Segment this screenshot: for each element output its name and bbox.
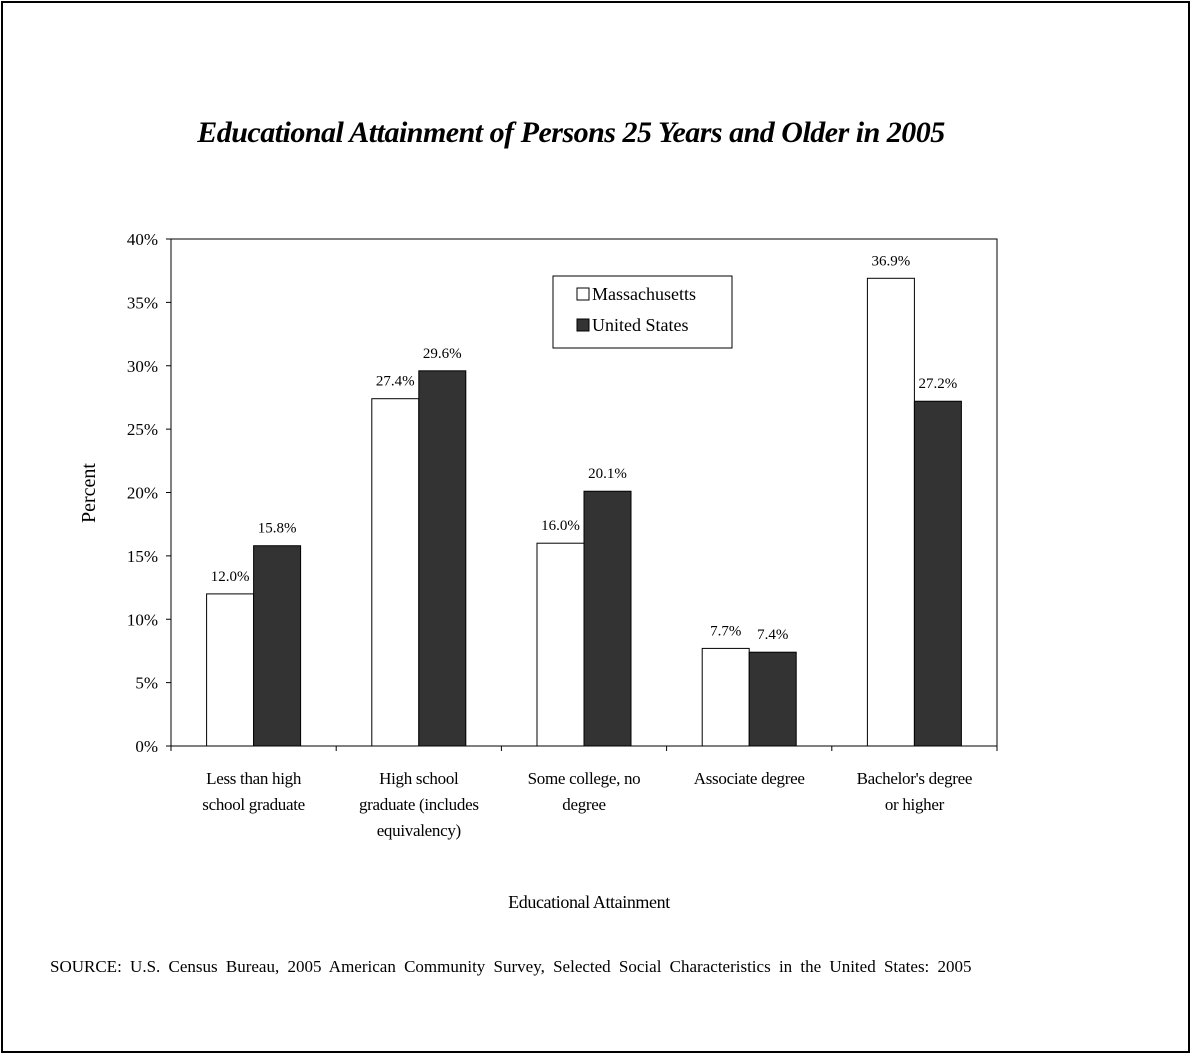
y-tick-label: 10% [127,610,158,629]
data-label: 15.8% [258,521,297,537]
bar-united-states [253,545,302,747]
x-tick-label: degree [562,795,606,814]
bar-united-states [748,651,797,747]
data-label: 16.0% [541,518,580,534]
chart-title: Educational Attainment of Persons 25 Yea… [197,116,945,149]
bar-united-states [913,400,962,747]
data-label: 20.1% [588,466,627,482]
data-label: 7.7% [710,623,741,639]
bar-united-states [583,490,632,747]
y-tick-label: 35% [127,293,158,312]
x-axis-label: Educational Attainment [508,892,670,912]
bar-united-states [418,370,467,747]
x-tick-label: school graduate [202,795,305,814]
legend-label: Massachusetts [592,284,696,304]
y-tick-label: 5% [135,674,158,693]
bar-massachusetts [866,277,915,747]
bar-massachusetts [536,542,585,747]
x-tick-label: Some college, no [528,769,641,788]
y-tick-label: 30% [127,357,158,376]
data-label: 27.4% [376,374,415,390]
source-note: SOURCE: U.S. Census Bureau, 2005 America… [50,957,972,976]
y-tick-label: 20% [127,484,158,503]
bar-massachusetts [371,398,420,747]
x-tick-label: graduate (includes [359,795,479,814]
bar-massachusetts [206,593,255,747]
y-axis-label: Percent [78,463,100,523]
data-label: 29.6% [423,346,462,362]
y-tick-label: 0% [135,737,158,756]
legend-swatch [576,287,590,301]
y-tick-label: 40% [127,230,158,249]
legend-label: United States [592,315,689,335]
x-tick-label: Bachelor's degree [857,769,973,788]
data-label: 7.4% [757,627,788,643]
x-tick-label: Associate degree [694,769,805,788]
x-tick-label: High school [379,769,459,788]
data-label: 27.2% [919,376,958,392]
data-label: 36.9% [872,253,911,269]
y-tick-label: 15% [127,547,158,566]
data-label: 12.0% [211,569,250,585]
x-tick-label: Less than high [206,769,302,788]
legend-swatch [576,318,590,332]
x-tick-label: or higher [885,795,945,814]
bar-massachusetts [701,647,750,747]
x-tick-label: equivalency) [377,821,461,840]
y-tick-label: 25% [127,420,158,439]
